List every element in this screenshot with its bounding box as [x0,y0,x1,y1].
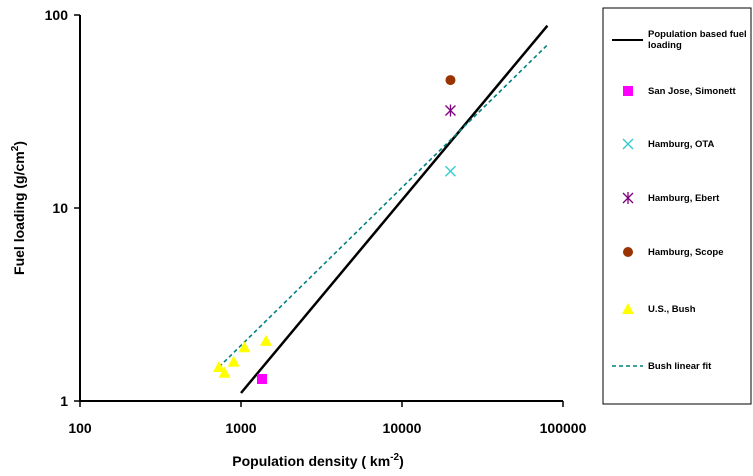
data-point [445,104,456,117]
legend-label: Population based fuel loading [648,29,747,51]
y-axis-title-superscript: 2 [10,145,21,151]
data-point-stroke [445,165,456,177]
x-tick-label: 100 [68,420,92,436]
legend-item: U.S., Bush [622,303,696,315]
legend-item: Bush linear fit [612,361,712,372]
x-tick-label: 100000 [540,420,587,436]
legend-item: Population based fuel loading [612,29,747,51]
legend-swatch-stroke [622,138,634,150]
data-point [445,75,456,86]
y-tick-label: 1 [60,393,68,409]
y-tick-label: 10 [52,200,68,216]
data-point [218,366,231,378]
legend-label: U.S., Bush [648,304,696,315]
legend-label: Bush linear fit [648,361,712,372]
data-point [238,341,251,353]
legend-item: San Jose, Simonett [623,86,736,97]
legend-swatch [623,247,633,257]
legend-swatch [622,192,634,204]
axis-ticks [74,14,564,407]
tick-labels: 100 1000 10000 100000 1 10 100 [45,7,587,436]
legend-item: Hamburg, Scope [623,247,724,258]
legend-item: Hamburg, OTA [622,138,714,150]
bush-fit-line [218,44,548,368]
x-tick-label: 10000 [383,420,422,436]
data-point [260,334,273,346]
legend-item: Hamburg, Ebert [622,192,720,204]
legend-swatch [622,303,634,314]
y-tick-label: 100 [45,7,69,23]
data-point [212,361,225,373]
legend-label: San Jose, Simonett [648,86,736,97]
data-point [227,355,240,367]
legend-label: Hamburg, Scope [648,247,724,258]
population-fuel-line [240,24,549,394]
legend-label: Hamburg, OTA [648,139,714,150]
x-tick-label: 1000 [225,420,256,436]
x-axis-title-end: ) [399,453,404,469]
data-point [445,165,456,177]
data-point [256,374,267,385]
legend-box [602,7,752,405]
legend-label: Hamburg, Ebert [648,193,720,204]
legend-swatch [622,138,634,150]
plot-area: 100 1000 10000 100000 1 10 100 [45,7,587,436]
x-axis-title-superscript: -2 [390,452,399,463]
legend: Population based fuel loading San Jose, Si… [602,7,752,405]
legend-items: Population based fuel loading San Jose, Si… [612,29,747,372]
y-axis-title: Fuel loading (g/cm2) [10,141,27,275]
x-axis-title: Population density ( km-2) [232,452,403,469]
legend-swatch [623,86,633,96]
series-layer [212,24,549,394]
y-axis-title-end: ) [11,141,27,146]
